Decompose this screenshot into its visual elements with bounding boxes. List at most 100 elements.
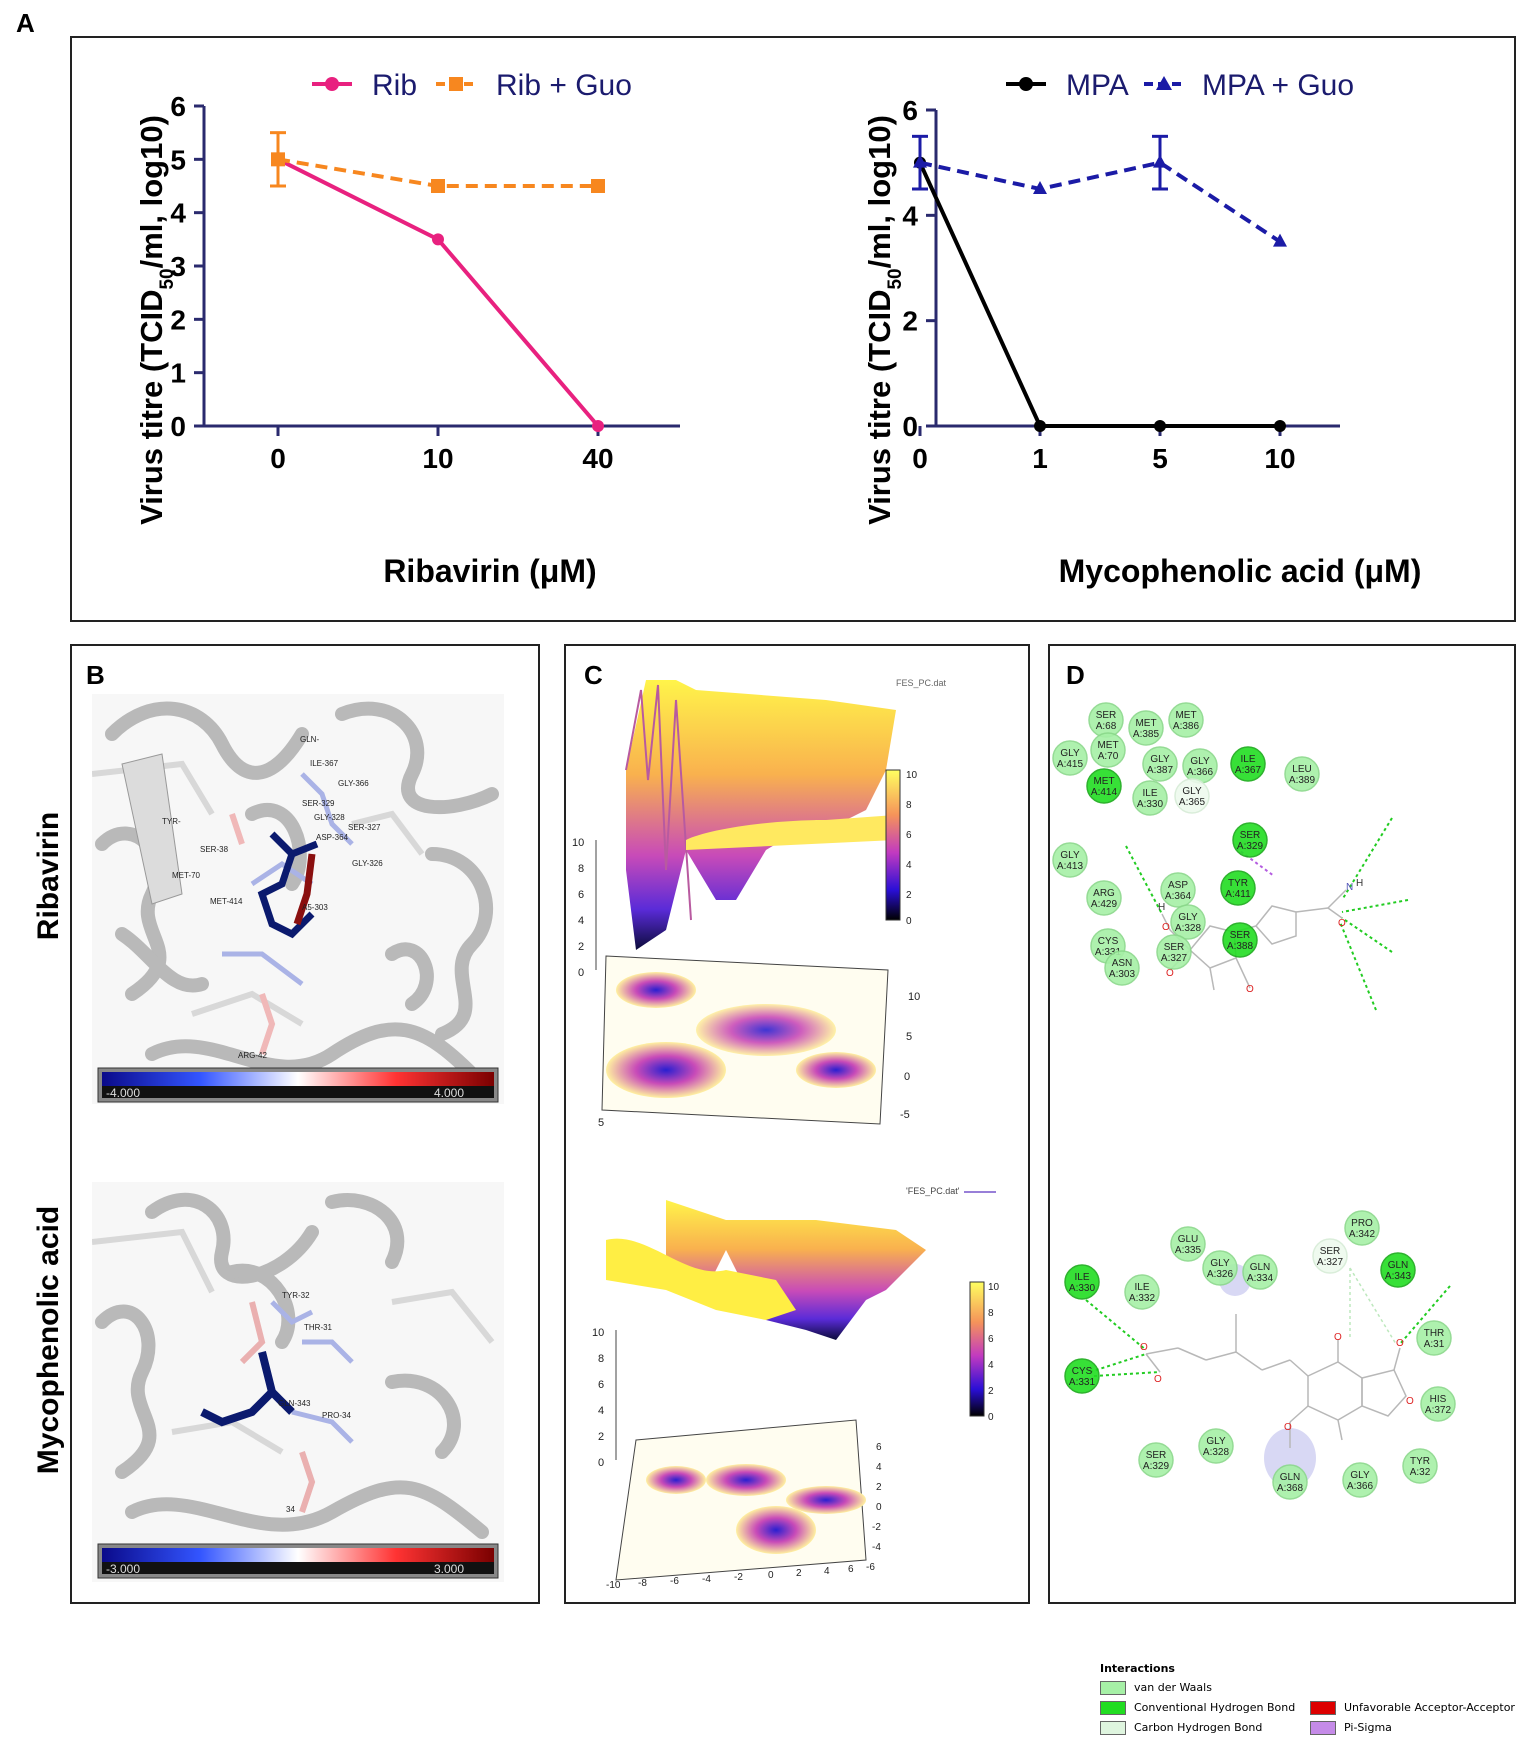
colorbar-tick: 2	[906, 890, 912, 901]
colorbar-tick: 2	[988, 1386, 994, 1397]
legend-label-rib-guo: Rib + Guo	[496, 69, 632, 102]
residue-chain: A:414	[1091, 787, 1118, 798]
residue-chain: A:32	[1410, 1467, 1431, 1478]
legend-label-mpa: MPA	[1066, 69, 1129, 102]
residue-chain: A:31	[1424, 1339, 1445, 1350]
mpa-titre-chart: Virus titre (TCID50/ml, log10) Mycopheno…	[862, 69, 1421, 589]
residue-disc	[1052, 740, 1088, 776]
file-label: FES_PC.dat	[896, 678, 947, 688]
residue-disc	[1168, 702, 1204, 738]
residue-name: GLY	[1060, 850, 1080, 861]
residue-name: GLN	[1250, 1262, 1271, 1273]
residue-disc	[1064, 1264, 1100, 1300]
z-tick: 2	[578, 941, 584, 953]
residue-name: GLY	[1210, 1258, 1230, 1269]
residue-name: SER	[1096, 710, 1117, 721]
z-tick: 10	[572, 837, 584, 849]
residue-name: SER	[1320, 1246, 1341, 1257]
scale-min: -3.000	[106, 1562, 140, 1576]
residue-name: CYS	[1098, 936, 1119, 947]
residue-name: SER	[1240, 830, 1261, 841]
y-tick-label: 0	[902, 411, 918, 442]
z-tick: 4	[578, 915, 584, 927]
residue-name: ILE	[1134, 1282, 1149, 1293]
y-tick: -5	[900, 1109, 910, 1121]
residue-chain: A:328	[1203, 1447, 1230, 1458]
residue-name: PRO	[1351, 1218, 1373, 1229]
residue-chain: A:329	[1237, 841, 1264, 852]
legend-item-vdw: van der Waals	[1100, 1681, 1310, 1701]
y-tick-label: 3	[170, 251, 186, 282]
residue-name: MET	[1093, 776, 1114, 787]
residue-name: ASP	[1168, 880, 1188, 891]
free-energy-surface-bottom: 'FES_PC.dat' 10 8 6 4 2 0 6 4 2 0 -2 -4 …	[592, 1186, 1000, 1590]
data-point	[1154, 420, 1166, 432]
residue-chain: A:332	[1129, 1293, 1156, 1304]
legend-item-pisigma: Pi-Sigma	[1310, 1721, 1520, 1741]
y-tick-label: 2	[170, 304, 186, 335]
residue-disc	[1220, 870, 1256, 906]
residue-disc	[1416, 1320, 1452, 1356]
residue-label: MET-414	[210, 897, 243, 906]
colorbar-tick: 10	[906, 770, 918, 781]
legend-marker-mpa	[1019, 77, 1033, 91]
residue-disc	[1272, 1464, 1308, 1500]
residue-name: TYR	[1410, 1456, 1430, 1467]
residue-name: GLN	[1280, 1472, 1301, 1483]
colorbar-tick: 4	[906, 860, 912, 871]
residue-name: ILE	[1074, 1272, 1089, 1283]
z-tick: 8	[598, 1353, 604, 1365]
residue-disc	[1222, 922, 1258, 958]
atom-label: N	[1346, 882, 1353, 893]
y-tick-label: 5	[170, 144, 186, 175]
residue-disc	[1198, 1428, 1234, 1464]
residue-disc	[1086, 768, 1122, 804]
x-tick: 0	[768, 1570, 774, 1581]
y-tick-label: 6	[902, 95, 918, 126]
x-tick: 2	[796, 1568, 802, 1579]
colorbar-tick: 4	[988, 1360, 994, 1371]
residue-disc	[1104, 950, 1140, 986]
residue-chain: A:386	[1173, 721, 1200, 732]
residue-name: GLY	[1178, 912, 1198, 923]
residue-name: HIS	[1430, 1394, 1447, 1405]
residue-chain: A:327	[1161, 953, 1188, 964]
data-point	[1153, 154, 1167, 168]
residue-chain: A:411	[1225, 889, 1251, 900]
x-tick: 5	[598, 1117, 604, 1129]
atom-label: O	[1396, 1338, 1404, 1349]
residue-name: SER	[1146, 1450, 1167, 1461]
residue-name: GLY	[1182, 786, 1202, 797]
residue-disc	[1342, 1462, 1378, 1498]
x-axis-label: Ribavirin (μM)	[383, 553, 596, 589]
panel-a-frame	[70, 36, 1516, 622]
data-point	[592, 420, 604, 432]
legend: MPA MPA + Guo	[1006, 69, 1354, 102]
legend-marker-rib-guo	[449, 77, 463, 91]
residue-chain: A:303	[1109, 969, 1136, 980]
series-line-mpa-guo	[919, 160, 1282, 244]
x-tick: -6	[670, 1576, 679, 1587]
z-tick: 0	[598, 1457, 604, 1469]
residue-name: SER	[1164, 942, 1185, 953]
residue-label: GLN-	[300, 735, 319, 744]
residue-name: ARG	[1093, 888, 1115, 899]
residue-name: GLY	[1150, 754, 1170, 765]
residue-chain: A:387	[1147, 765, 1174, 776]
residue-name: LEU	[1292, 764, 1311, 775]
colorbar-tick: 8	[906, 800, 912, 811]
residue-chain: A:368	[1277, 1483, 1304, 1494]
residue-name: GLY	[1350, 1470, 1370, 1481]
data-point	[591, 179, 605, 193]
residue-label: ILE-367	[310, 759, 339, 768]
residue-label: GLY-366	[338, 779, 369, 788]
y-tick-label: 4	[170, 198, 186, 229]
